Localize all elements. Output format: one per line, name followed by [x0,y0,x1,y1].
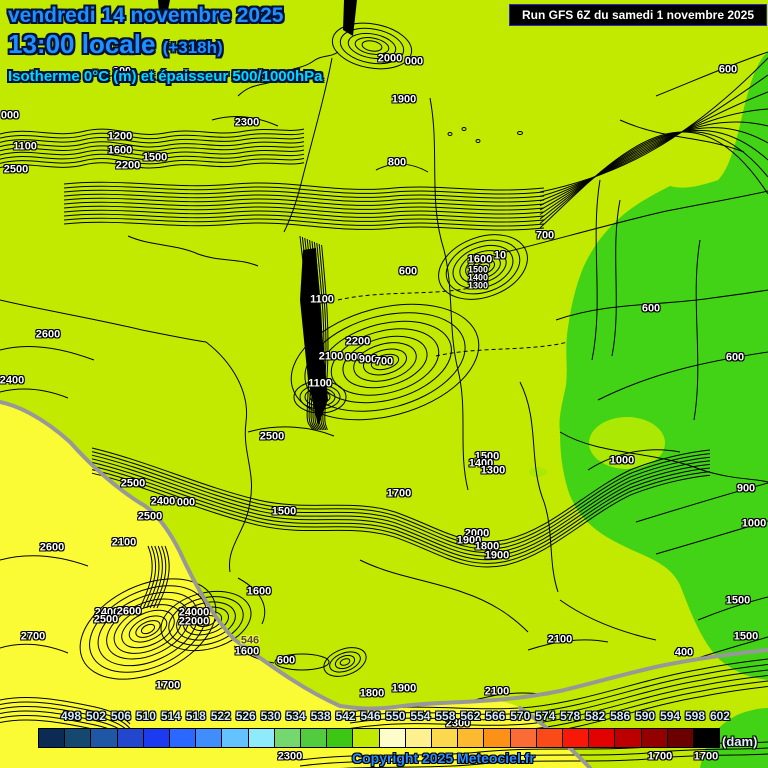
copyright-text: Copyright 2025 Meteociel.fr [352,750,535,766]
run-info-box: Run GFS 6Z du samedi 1 novembre 2025 [509,4,767,26]
light-green-patch-small [529,467,547,477]
border-lines [0,51,657,641]
green-region-corner [700,708,768,768]
green-region [559,52,768,680]
contour-dense-bands [0,57,768,768]
contour-lines [0,51,768,703]
yellow-region [0,402,590,768]
dense-contour-blobs [158,0,357,426]
colorbar-unit-label: (dam) [722,734,758,749]
contour-ring-knots [79,22,528,680]
